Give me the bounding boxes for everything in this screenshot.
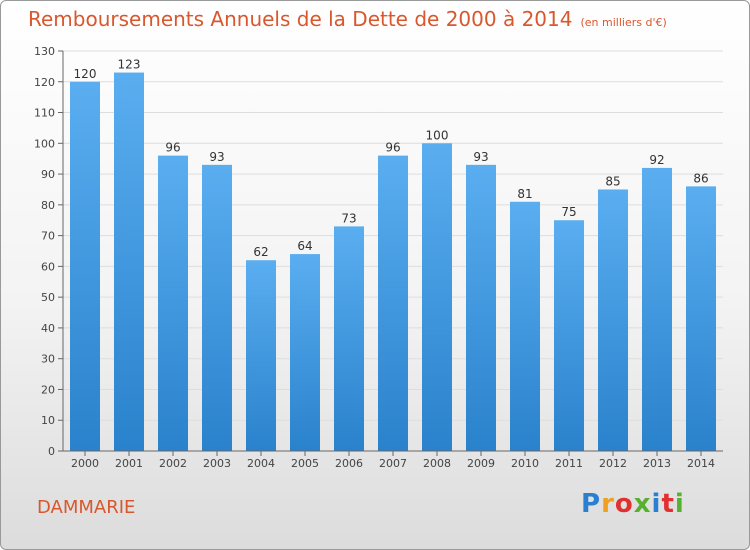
- data-label: 96: [165, 141, 180, 155]
- chart-title: Remboursements Annuels de la Dette de 20…: [28, 7, 667, 31]
- proxiti-logo[interactable]: Proxiti: [581, 489, 685, 519]
- logo-letter: x: [633, 489, 652, 519]
- logo-letter: r: [601, 489, 615, 519]
- y-tick-label: 0: [48, 445, 55, 458]
- data-label: 96: [385, 141, 400, 155]
- y-tick-label: 80: [41, 199, 55, 212]
- x-tick-label: 2008: [423, 457, 451, 470]
- x-tick-label: 2006: [335, 457, 363, 470]
- data-label: 81: [517, 187, 532, 201]
- x-tick-label: 2007: [379, 457, 407, 470]
- bar: [378, 155, 408, 451]
- data-label: 62: [253, 245, 268, 259]
- data-label: 120: [74, 67, 97, 81]
- y-tick-label: 20: [41, 383, 55, 396]
- y-tick-label: 10: [41, 414, 55, 427]
- x-tick-label: 2000: [71, 457, 99, 470]
- x-tick-label: 2004: [247, 457, 275, 470]
- y-tick-label: 30: [41, 353, 55, 366]
- y-tick-label: 120: [34, 76, 55, 89]
- y-tick-label: 100: [34, 137, 55, 150]
- y-tick-label: 40: [41, 322, 55, 335]
- data-label: 86: [693, 171, 708, 185]
- bar: [598, 189, 628, 451]
- data-label: 75: [561, 205, 576, 219]
- bar: [70, 81, 100, 452]
- y-tick-label: 110: [34, 107, 55, 120]
- city-name: DAMMARIE: [37, 497, 136, 518]
- bar: [510, 201, 540, 451]
- bar: [422, 143, 452, 452]
- x-tick-label: 2011: [555, 457, 583, 470]
- bar: [246, 260, 276, 451]
- logo-letter: o: [614, 489, 634, 519]
- x-tick-label: 2002: [159, 457, 187, 470]
- logo-letter: P: [581, 489, 602, 519]
- y-tick-label: 70: [41, 230, 55, 243]
- data-label: 73: [341, 211, 356, 225]
- bar: [202, 164, 232, 451]
- bar: [466, 164, 496, 451]
- data-label: 93: [209, 150, 224, 164]
- x-tick-label: 2012: [599, 457, 627, 470]
- bar: [334, 226, 364, 451]
- title-text: Remboursements Annuels de la Dette de 20…: [28, 7, 573, 31]
- x-tick-label: 2003: [203, 457, 231, 470]
- bar: [642, 167, 672, 451]
- data-label: 92: [649, 153, 664, 167]
- data-label: 123: [118, 58, 141, 72]
- x-tick-label: 2005: [291, 457, 319, 470]
- x-tick-label: 2001: [115, 457, 143, 470]
- y-tick-label: 130: [34, 45, 55, 58]
- logo-letter: i: [674, 489, 685, 519]
- y-tick-label: 90: [41, 168, 55, 181]
- data-label: 100: [426, 128, 449, 142]
- bar: [290, 254, 320, 451]
- y-tick-label: 50: [41, 291, 55, 304]
- bar: [114, 72, 144, 452]
- data-label: 93: [473, 150, 488, 164]
- bar: [554, 220, 584, 451]
- data-label: 85: [605, 174, 620, 188]
- x-tick-label: 2013: [643, 457, 671, 470]
- data-label: 64: [297, 239, 312, 253]
- bar: [158, 155, 188, 451]
- bar: [686, 186, 716, 451]
- x-tick-label: 2009: [467, 457, 495, 470]
- x-tick-label: 2010: [511, 457, 539, 470]
- y-tick-label: 60: [41, 260, 55, 273]
- x-tick-label: 2014: [687, 457, 715, 470]
- logo-letter: t: [661, 489, 675, 519]
- logo-letter: i: [651, 489, 662, 519]
- title-unit: (en milliers d'€): [580, 16, 667, 29]
